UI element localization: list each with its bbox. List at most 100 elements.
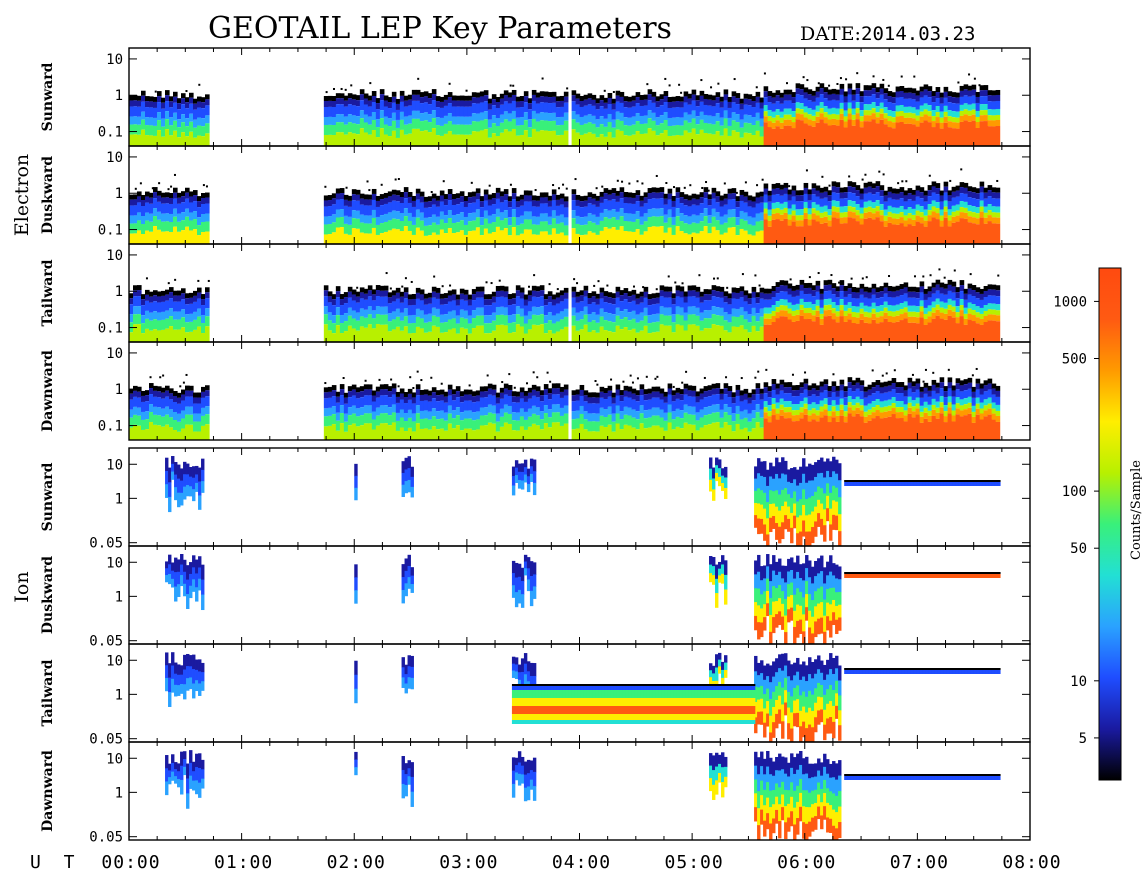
spectrum-cell	[943, 294, 949, 303]
spectrum-cell	[847, 206, 853, 212]
spectrum-cell	[427, 207, 433, 218]
spectrum-cell	[555, 199, 561, 206]
spectrum-cell	[719, 393, 725, 400]
spectrum-cell	[811, 304, 817, 311]
spectrum-cell	[547, 427, 553, 440]
spectrum-cell	[591, 204, 597, 215]
spectrum-cell	[173, 102, 178, 113]
spectrum-cell	[659, 290, 665, 297]
spectrum-cell	[735, 423, 741, 440]
spectrum-cell	[791, 190, 797, 197]
spectrum-cell	[767, 201, 773, 210]
spectrum-cell	[575, 132, 581, 146]
spectrum-cell	[551, 412, 557, 423]
spectrum-cell	[419, 394, 425, 401]
spectrum-cell	[197, 308, 202, 317]
spectrum-cell	[847, 377, 853, 383]
spectrum-cell	[771, 208, 777, 214]
spectrum-cell	[859, 283, 865, 289]
spectrum-cell	[599, 391, 605, 398]
spectrum-cell	[486, 374, 489, 377]
spectrum-cell	[895, 310, 901, 316]
spectrum-cell	[903, 282, 909, 288]
spectrum-cell	[547, 296, 553, 303]
spectrum-cell	[623, 396, 629, 407]
spectrum-cell	[795, 314, 801, 321]
y-tick-label: 0.1	[98, 223, 123, 239]
spectrum-cell	[182, 381, 185, 384]
spectrum-cell	[631, 95, 637, 101]
spectrum-cell	[515, 117, 521, 126]
spectrum-cell	[547, 121, 553, 132]
spectrum-cell	[959, 316, 965, 342]
spectrum-cell	[838, 281, 841, 284]
spectrum-cell	[427, 235, 433, 244]
spectrum-cell	[983, 311, 989, 317]
spectrum-cell	[435, 101, 441, 108]
spectrum-cell	[955, 215, 961, 222]
spectrum-cell	[847, 181, 853, 187]
spectrum-cell	[678, 83, 681, 86]
spectrum-cell	[713, 277, 716, 280]
spectrum-cell	[791, 315, 797, 322]
spectrum-cell	[647, 188, 653, 194]
spectrum-cell	[583, 99, 589, 106]
spectrum-cell	[599, 106, 605, 117]
spectrum-cell	[739, 119, 745, 128]
spectrum-cell	[863, 305, 869, 312]
spectrum-cell	[185, 293, 190, 299]
spectrum-cell	[679, 400, 685, 411]
spectrum-cell	[391, 383, 397, 389]
spectrum-cell	[503, 200, 509, 211]
spectrum-cell	[495, 324, 501, 342]
spectrum-cell	[201, 397, 206, 408]
spectrum-cell	[455, 222, 461, 233]
spectrum-cell	[699, 231, 705, 244]
spectrum-cell	[487, 383, 493, 389]
spectrum-cell	[351, 218, 357, 229]
spectrum-cell	[133, 396, 138, 407]
spectrum-cell	[871, 113, 877, 120]
spectrum-cell	[979, 85, 985, 91]
spectrum-cell	[671, 135, 677, 146]
spectrum-cell	[779, 111, 785, 118]
spectrum-cell	[675, 290, 681, 297]
spectrum-cell	[927, 122, 933, 146]
spectrum-cell	[915, 215, 921, 222]
spectrum-cell	[587, 397, 593, 404]
spectrum-cell	[767, 405, 773, 412]
spectrum-cell	[197, 107, 202, 118]
spectrum-cell	[201, 126, 206, 137]
spectrum-cell	[579, 413, 585, 424]
spectrum-cell	[157, 229, 162, 244]
spectrum-cell	[339, 299, 345, 306]
spectrum-cell	[740, 377, 743, 380]
spectrum-cell	[819, 386, 825, 393]
spectrum-cell	[599, 220, 605, 231]
spectrum-cell	[137, 290, 142, 297]
spectrum-cell	[855, 108, 861, 114]
spectrum-cell	[153, 385, 158, 391]
spectrum-cell	[499, 202, 505, 213]
spectrum-cell	[411, 298, 417, 305]
spectrum-cell	[807, 312, 813, 319]
spectrum-cell	[383, 192, 389, 198]
spectrum-cell	[559, 204, 565, 215]
spectrum-cell	[591, 320, 597, 331]
spectrum-cell	[471, 328, 477, 342]
spectrum-cell	[699, 203, 705, 214]
spectrum-cell	[181, 288, 186, 294]
spectrum-cell	[667, 193, 673, 200]
spectrum-cell	[763, 382, 769, 388]
spectrum-cell	[173, 198, 178, 209]
spectrum-cell	[787, 200, 793, 209]
spectrum-cell	[463, 200, 469, 207]
spectrum-cell	[687, 414, 693, 425]
spectrum-cell	[851, 316, 857, 323]
spectrum-cell	[535, 103, 541, 114]
spectrum-cell	[595, 109, 601, 120]
spectrum-cell	[177, 329, 182, 342]
spectrum-cell	[391, 404, 397, 413]
spectrum-cell	[411, 392, 417, 398]
spectrum-cell	[859, 410, 865, 417]
